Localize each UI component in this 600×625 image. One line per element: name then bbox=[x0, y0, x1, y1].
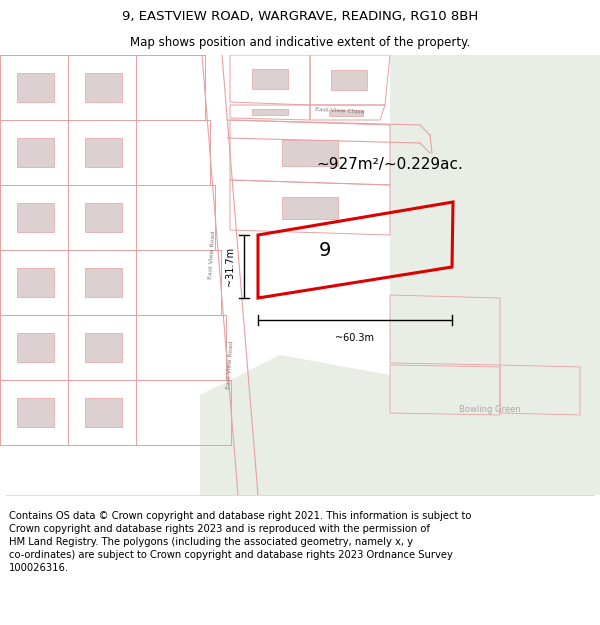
Bar bbox=[17, 332, 55, 362]
Bar bbox=[17, 72, 55, 102]
Text: Contains OS data © Crown copyright and database right 2021. This information is : Contains OS data © Crown copyright and d… bbox=[9, 511, 472, 573]
Text: Bowling Green: Bowling Green bbox=[459, 406, 521, 414]
Bar bbox=[85, 202, 122, 232]
Text: 9, EASTVIEW ROAD, WARGRAVE, READING, RG10 8BH: 9, EASTVIEW ROAD, WARGRAVE, READING, RG1… bbox=[122, 10, 478, 23]
Bar bbox=[17, 202, 55, 232]
Polygon shape bbox=[390, 55, 600, 495]
Bar bbox=[85, 72, 122, 102]
Bar bbox=[85, 398, 122, 427]
Bar bbox=[17, 268, 55, 297]
Bar bbox=[282, 196, 338, 219]
Bar bbox=[17, 138, 55, 167]
Bar bbox=[331, 70, 367, 90]
Bar bbox=[329, 109, 363, 116]
Bar bbox=[252, 109, 288, 115]
Text: East View Road: East View Road bbox=[208, 231, 216, 279]
Text: 9: 9 bbox=[319, 241, 331, 260]
Bar bbox=[85, 138, 122, 167]
Text: Map shows position and indicative extent of the property.: Map shows position and indicative extent… bbox=[130, 36, 470, 49]
Polygon shape bbox=[200, 355, 390, 495]
Text: ~31.7m: ~31.7m bbox=[225, 247, 235, 286]
Bar bbox=[85, 268, 122, 297]
Bar bbox=[17, 398, 55, 427]
Text: East View Close: East View Close bbox=[315, 107, 365, 115]
Bar bbox=[85, 332, 122, 362]
Bar bbox=[252, 69, 288, 89]
Text: East View Road: East View Road bbox=[226, 341, 234, 389]
Bar bbox=[282, 139, 338, 166]
Text: ~927m²/~0.229ac.: ~927m²/~0.229ac. bbox=[317, 158, 463, 172]
Text: ~60.3m: ~60.3m bbox=[335, 333, 374, 343]
